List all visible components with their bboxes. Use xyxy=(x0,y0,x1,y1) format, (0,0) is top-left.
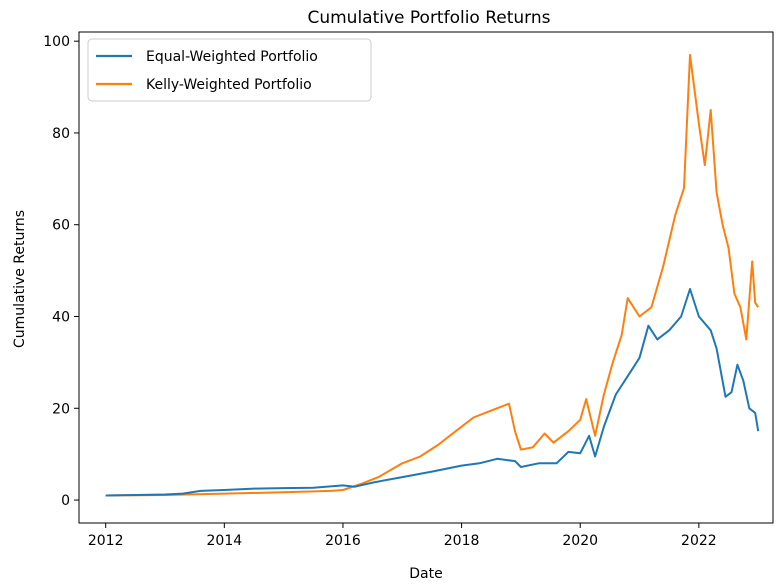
legend: Equal-Weighted Portfolio Kelly-Weighted … xyxy=(87,38,372,102)
plot-frame xyxy=(78,31,774,524)
y-tick-label: 20 xyxy=(52,401,70,417)
y-axis-title: Cumulative Returns xyxy=(12,210,28,348)
plot-area xyxy=(78,31,774,524)
series-line-kelly-weighted xyxy=(105,53,760,497)
legend-label-kelly-weighted: Kelly-Weighted Portfolio xyxy=(146,77,312,93)
x-tick-label: 2020 xyxy=(562,533,598,549)
x-tick-label: 2016 xyxy=(325,533,361,549)
lines-layer xyxy=(105,53,760,497)
y-tick-label: 80 xyxy=(52,126,70,142)
y-tick-label: 60 xyxy=(52,218,70,234)
y-tick-label: 0 xyxy=(61,493,70,509)
x-tick-label: 2014 xyxy=(207,533,243,549)
legend-label-equal-weighted: Equal-Weighted Portfolio xyxy=(146,49,318,65)
x-tick-label: 2018 xyxy=(444,533,480,549)
y-axis: 0 20 40 60 80 100 xyxy=(43,34,79,509)
x-axis: 2012 2014 2016 2018 2020 2022 xyxy=(88,523,717,549)
y-tick-label: 40 xyxy=(52,310,70,326)
x-tick-label: 2022 xyxy=(681,533,717,549)
legend-box xyxy=(87,38,372,102)
x-axis-title: Date xyxy=(409,566,442,582)
series-line-equal-weighted xyxy=(105,288,760,497)
x-tick-label: 2012 xyxy=(88,533,124,549)
y-tick-label: 100 xyxy=(43,34,70,50)
chart-title: Cumulative Portfolio Returns xyxy=(307,8,550,28)
